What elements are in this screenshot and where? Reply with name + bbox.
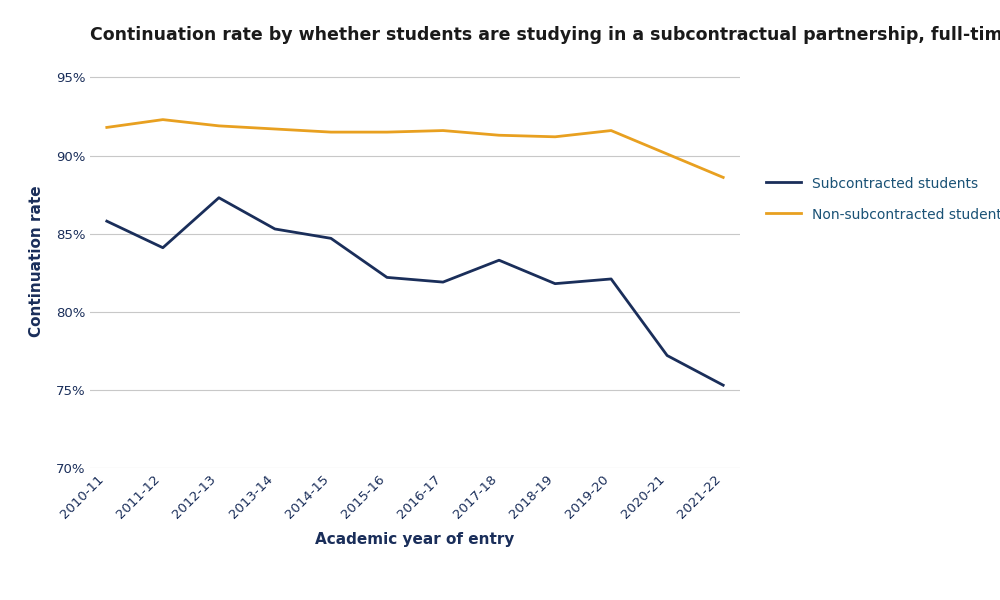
Non-subcontracted students	[157, 116, 169, 123]
Subcontracted students	[381, 274, 393, 281]
Non-subcontracted students	[661, 151, 673, 158]
Non-subcontracted students	[213, 122, 225, 130]
Subcontracted students	[605, 275, 617, 283]
Non-subcontracted students	[101, 124, 113, 131]
Subcontracted students	[493, 257, 505, 264]
Subcontracted students	[157, 244, 169, 251]
Subcontracted students	[101, 218, 113, 225]
Line: Subcontracted students: Subcontracted students	[107, 198, 723, 385]
Subcontracted students	[269, 226, 281, 233]
X-axis label: Academic year of entry: Academic year of entry	[315, 532, 515, 547]
Subcontracted students	[213, 194, 225, 202]
Non-subcontracted students	[269, 125, 281, 133]
Line: Non-subcontracted students: Non-subcontracted students	[107, 119, 723, 178]
Text: Continuation rate by whether students are studying in a subcontractual partnersh: Continuation rate by whether students ar…	[90, 26, 1000, 44]
Subcontracted students	[661, 352, 673, 359]
Non-subcontracted students	[605, 127, 617, 134]
Non-subcontracted students	[437, 127, 449, 134]
Non-subcontracted students	[493, 131, 505, 139]
Subcontracted students	[437, 278, 449, 286]
Non-subcontracted students	[549, 133, 561, 140]
Non-subcontracted students	[717, 174, 729, 181]
Non-subcontracted students	[325, 128, 337, 136]
Subcontracted students	[325, 235, 337, 242]
Non-subcontracted students	[381, 128, 393, 136]
Subcontracted students	[717, 382, 729, 389]
Y-axis label: Continuation rate: Continuation rate	[29, 185, 44, 337]
Subcontracted students	[549, 280, 561, 287]
Legend: Subcontracted students, Non-subcontracted students: Subcontracted students, Non-subcontracte…	[766, 177, 1000, 221]
